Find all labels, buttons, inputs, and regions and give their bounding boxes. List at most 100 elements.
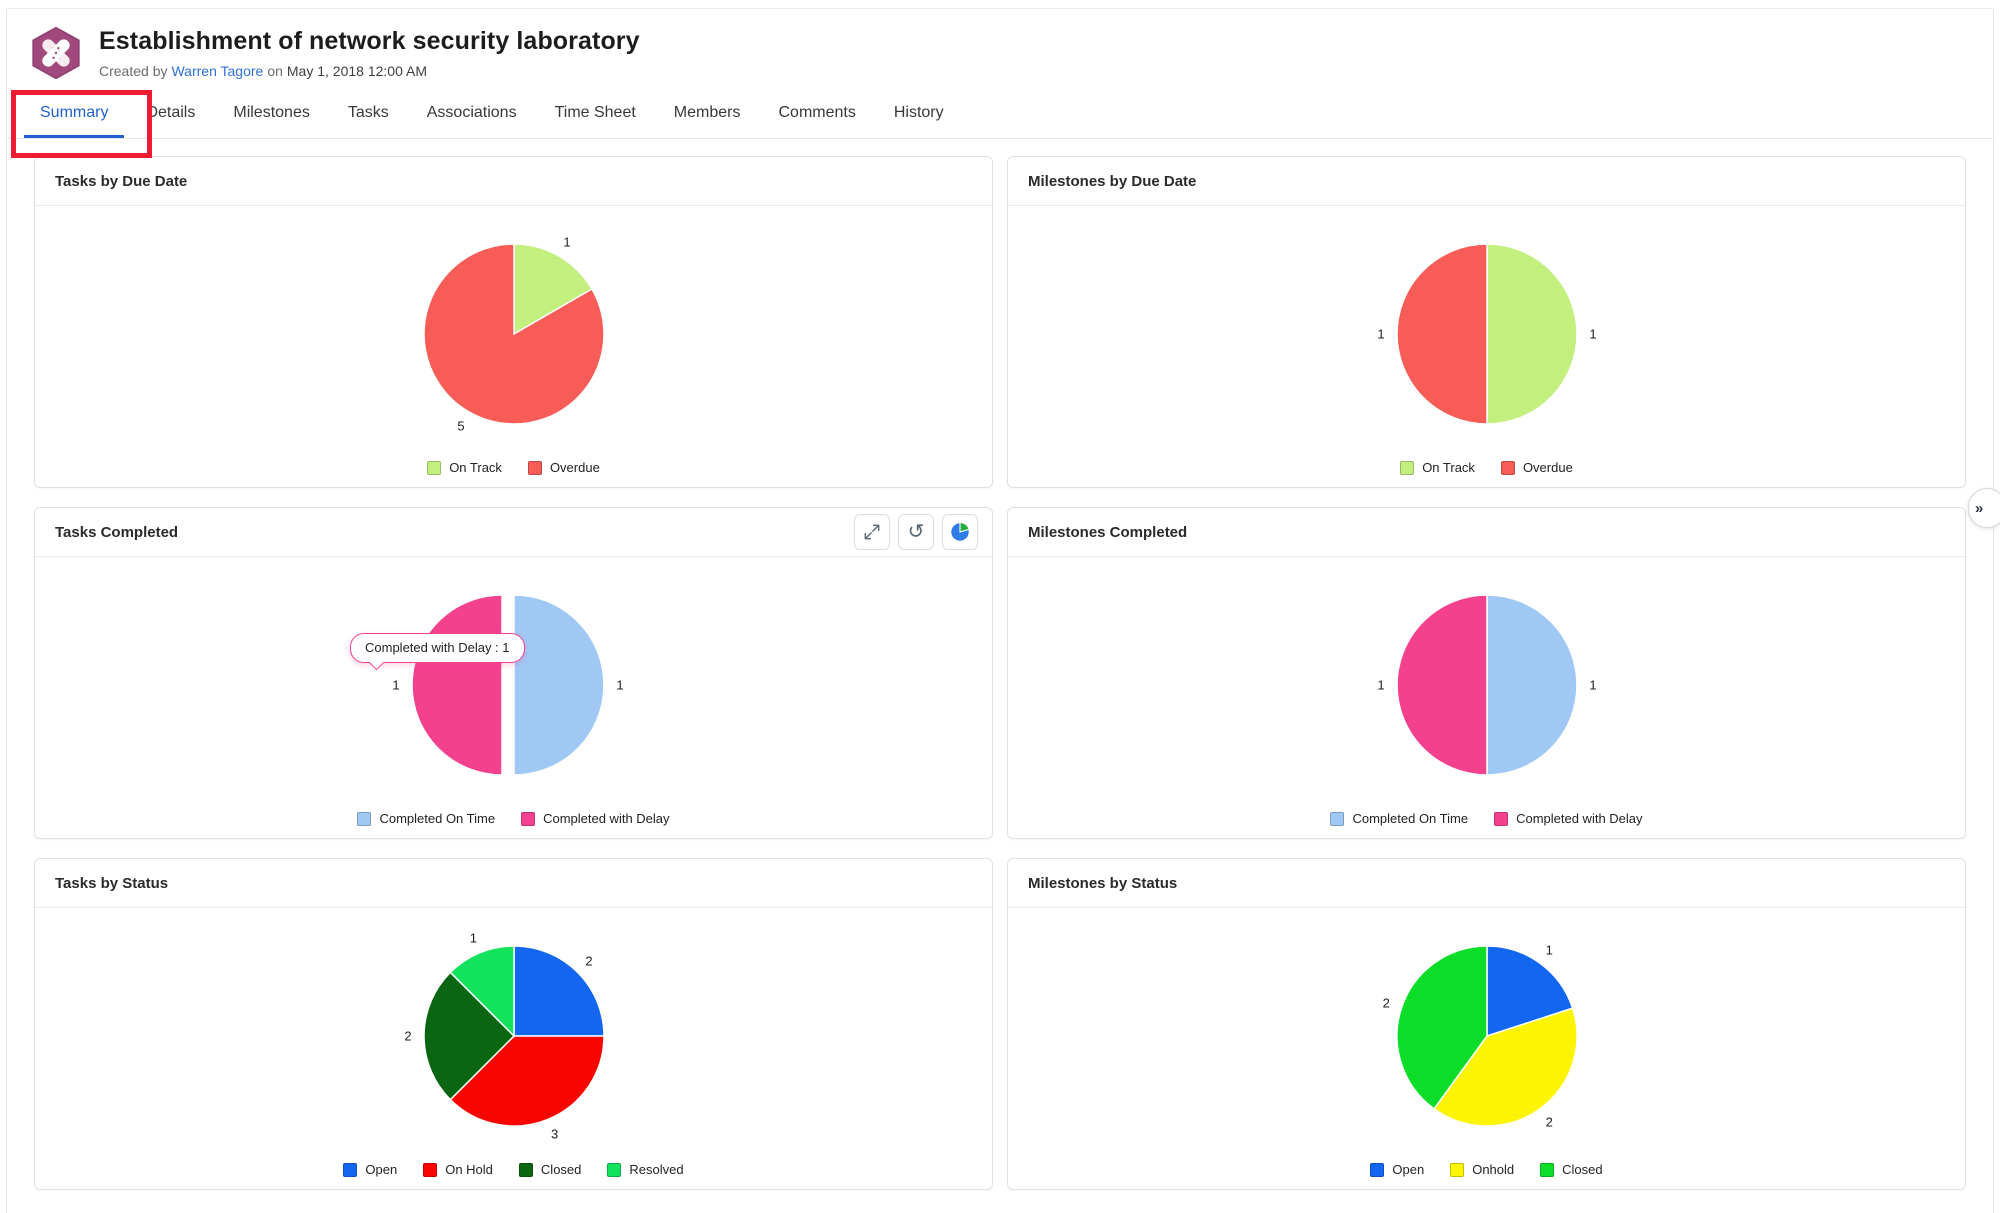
pie-slice-on-hold[interactable] <box>448 1035 605 1127</box>
expand-button[interactable] <box>854 514 890 550</box>
tab-time-sheet[interactable]: Time Sheet <box>554 104 636 121</box>
panel-tasks-by-status: Tasks by Status 2 3 2 1 Open On Hold Closed Re… <box>34 858 993 1190</box>
legend-swatch-icon <box>1500 460 1515 475</box>
tasks-by-due-date-pie-chart[interactable]: 15 <box>364 213 664 453</box>
expand-icon <box>864 524 880 540</box>
pie-value-label: 1 <box>1545 943 1552 958</box>
page-title: Establishment of network security labora… <box>99 27 640 55</box>
chart-legend: Completed On Time Completed with Delay <box>1330 811 1643 826</box>
legend-item-on-hold[interactable]: On Hold <box>423 1162 493 1177</box>
legend-label: On Hold <box>445 1162 493 1177</box>
tab-summary[interactable]: Summary <box>24 89 125 138</box>
legend-item-completed-on-time[interactable]: Completed On Time <box>357 811 495 826</box>
legend-item-onhold[interactable]: Onhold <box>1450 1162 1514 1177</box>
pie-slice-closed[interactable] <box>422 971 515 1101</box>
chart-legend: Open Onhold Closed <box>1370 1162 1603 1177</box>
refresh-icon: ↺ <box>907 521 925 543</box>
chart-legend: Completed On Time Completed with Delay <box>357 811 670 826</box>
pie-slice-open[interactable] <box>512 945 605 1037</box>
pie-slice-completed-with-delay[interactable] <box>1395 594 1488 776</box>
pie-slice-on-track[interactable] <box>512 243 593 336</box>
pie-value-label: 2 <box>404 1029 411 1044</box>
pie-slice-resolved[interactable] <box>448 945 515 1038</box>
pie-value-label: 2 <box>1545 1114 1552 1129</box>
pie-slice-closed[interactable] <box>1395 945 1488 1110</box>
legend-swatch-icon <box>1370 1162 1385 1177</box>
tab-details[interactable]: Details <box>146 104 196 121</box>
pie-slice-overdue[interactable] <box>422 243 605 425</box>
pie-slice-completed-with-delay[interactable] <box>410 594 503 776</box>
pie-slice-onhold[interactable] <box>1432 1007 1578 1127</box>
legend-item-on-track[interactable]: On Track <box>427 460 502 475</box>
pie-slice-open[interactable] <box>1485 945 1574 1038</box>
legend-item-completed-with-delay[interactable]: Completed with Delay <box>521 811 670 826</box>
legend-label: Onhold <box>1472 1162 1515 1177</box>
legend-swatch-icon <box>607 1162 622 1177</box>
legend-item-overdue[interactable]: Overdue <box>527 460 600 475</box>
pie-slice-overdue[interactable] <box>1395 243 1488 425</box>
chart-type-button[interactable] <box>942 514 978 550</box>
legend-label: Open <box>1392 1162 1425 1177</box>
legend-label: Overdue <box>1522 460 1573 475</box>
legend-item-closed[interactable]: Closed <box>1540 1162 1603 1177</box>
pie-value-label: 1 <box>563 235 570 250</box>
creator-link[interactable]: Warren Tagore <box>171 63 264 79</box>
pie-slice-on-track[interactable] <box>1485 243 1578 425</box>
tab-history[interactable]: History <box>893 104 944 121</box>
crossed-bandage-hexagon-icon <box>32 26 80 80</box>
created-line: Created by Warren Tagore on May 1, 2018 12:… <box>99 63 640 79</box>
milestones-by-due-date-pie-chart[interactable]: 11 <box>1337 213 1637 453</box>
legend-item-completed-with-delay[interactable]: Completed with Delay <box>1494 811 1643 826</box>
tab-comments[interactable]: Comments <box>778 104 856 121</box>
legend-item-open[interactable]: Open <box>1370 1162 1424 1177</box>
tasks-completed-pie-chart[interactable]: 11 <box>364 564 664 804</box>
pie-value-label: 3 <box>550 1126 557 1141</box>
legend-swatch-icon <box>357 811 372 826</box>
project-header: Establishment of network security labora… <box>7 9 1993 81</box>
tab-milestones[interactable]: Milestones <box>233 104 310 121</box>
legend-label: Resolved <box>629 1162 684 1177</box>
pie-value-label: 5 <box>457 418 464 433</box>
panel-milestones-by-status: Milestones by Status 1 2 2 Open Onhold Close… <box>1007 858 1966 1190</box>
panel-title: Milestones Completed <box>1028 523 1188 541</box>
collapse-panel-toggle[interactable]: » <box>1968 488 2000 528</box>
panel-tasks-completed: Tasks Completed ↺ <box>34 507 993 839</box>
tab-members[interactable]: Members <box>673 104 741 121</box>
legend-item-closed[interactable]: Closed <box>518 1162 582 1177</box>
pie-value-label: 2 <box>1382 996 1389 1011</box>
panel-toolbar: ↺ <box>854 514 978 550</box>
legend-item-open[interactable]: Open <box>343 1162 397 1177</box>
pie-tooltip: Completed with Delay : 1 <box>350 633 525 663</box>
page: Establishment of network security labora… <box>6 8 2000 1213</box>
legend-item-resolved[interactable]: Resolved <box>607 1162 684 1177</box>
legend-item-completed-on-time[interactable]: Completed On Time <box>1330 811 1468 826</box>
legend-item-overdue[interactable]: Overdue <box>1500 460 1573 475</box>
pie-value-label: 1 <box>392 678 399 693</box>
legend-label: On Track <box>449 460 502 475</box>
tab-tasks[interactable]: Tasks <box>347 104 389 121</box>
tasks-by-status-pie-chart[interactable]: 2 3 2 1 <box>364 915 664 1155</box>
milestones-by-status-pie-chart[interactable]: 1 2 2 <box>1337 915 1637 1155</box>
pie-value-label: 2 <box>585 954 592 969</box>
legend-label: Open <box>365 1162 398 1177</box>
refresh-button[interactable]: ↺ <box>898 514 934 550</box>
double-chevron-right-icon: » <box>1975 499 1984 517</box>
panel-title: Milestones by Due Date <box>1028 172 1197 190</box>
legend-label: Closed <box>1562 1162 1603 1177</box>
legend-swatch-icon <box>1400 460 1415 475</box>
tab-associations[interactable]: Associations <box>426 104 517 121</box>
legend-item-on-track[interactable]: On Track <box>1400 460 1475 475</box>
legend-swatch-icon <box>527 460 542 475</box>
legend-label: Closed <box>540 1162 582 1177</box>
panel-title: Tasks Completed <box>55 523 179 541</box>
pie-value-label: 1 <box>1589 678 1596 693</box>
legend-swatch-icon <box>1450 1162 1465 1177</box>
legend-label: Completed On Time <box>379 811 496 826</box>
legend-label: Completed with Delay <box>543 811 670 826</box>
pie-slice-completed-on-time[interactable] <box>512 594 605 776</box>
pie-slice-completed-on-time[interactable] <box>1485 594 1578 776</box>
chart-legend: Open On Hold Closed Resolved <box>343 1162 684 1177</box>
milestones-completed-pie-chart[interactable]: 11 <box>1337 564 1637 804</box>
